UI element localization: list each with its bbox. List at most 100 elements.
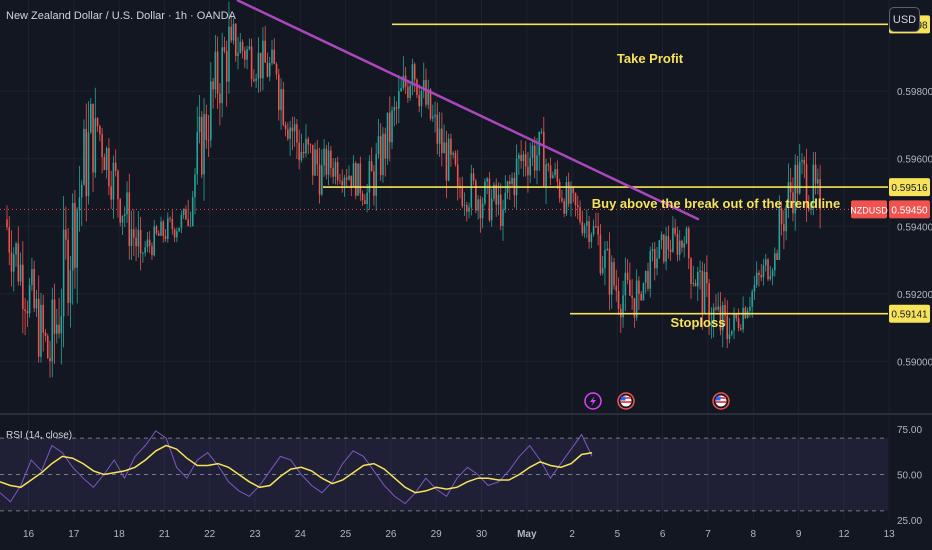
candle-body xyxy=(341,181,343,186)
rsi-label: RSI (14, close) xyxy=(6,430,72,441)
candle-body xyxy=(456,164,459,186)
candle-body xyxy=(196,132,199,175)
trendline[interactable] xyxy=(236,0,700,221)
candle-body xyxy=(599,234,602,274)
candle-body xyxy=(375,154,377,196)
us-flag-event-icon[interactable] xyxy=(617,392,635,410)
candle-body xyxy=(255,78,257,81)
candle-body xyxy=(352,163,355,187)
candle-body xyxy=(681,240,683,248)
us-flag-event-icon[interactable] xyxy=(712,392,730,410)
candle-body xyxy=(273,49,276,65)
candle-body xyxy=(264,40,266,63)
candle-body xyxy=(212,81,214,90)
candle-body xyxy=(604,249,606,269)
candle-body xyxy=(706,271,708,284)
rsi-tick-label: 75.00 xyxy=(897,425,922,436)
candle-body xyxy=(343,177,346,186)
candle-body xyxy=(649,251,652,289)
candle-body xyxy=(60,316,63,334)
candle-body xyxy=(234,23,237,57)
candle-body xyxy=(321,165,323,195)
candle-body xyxy=(302,151,305,154)
candle-body xyxy=(157,233,160,236)
candle-body xyxy=(563,201,565,214)
candle-body xyxy=(114,162,117,171)
candle-body xyxy=(595,226,597,228)
candle-body xyxy=(475,180,477,211)
candle-body xyxy=(176,231,178,238)
currency-button[interactable]: USD xyxy=(889,7,920,32)
candle-body xyxy=(663,234,665,262)
candle-body xyxy=(287,129,289,139)
candle-body xyxy=(733,314,735,331)
candle-body xyxy=(364,200,366,205)
candle-body xyxy=(597,226,599,235)
candle-body xyxy=(230,26,233,41)
candle-body xyxy=(257,52,260,79)
candle-body xyxy=(418,95,421,107)
candle-body xyxy=(42,304,45,333)
x-tick-label: 23 xyxy=(249,529,261,540)
candle-body xyxy=(801,159,803,162)
x-tick-label: May xyxy=(517,529,537,540)
candle-body xyxy=(194,174,196,198)
candle-body xyxy=(622,295,624,318)
y-tick-label: 0.59600 xyxy=(897,155,932,166)
candle-body xyxy=(89,104,92,133)
candle-body xyxy=(62,229,65,317)
candle-body xyxy=(10,252,13,272)
candle-body xyxy=(721,305,724,331)
candle-body xyxy=(524,154,527,167)
candle-body xyxy=(633,298,636,318)
candle-body xyxy=(660,234,663,241)
candle-body xyxy=(554,169,556,176)
candle-body xyxy=(180,214,183,228)
candle-body xyxy=(787,182,790,207)
level-price-badge xyxy=(889,304,930,323)
x-tick-label: 13 xyxy=(884,529,896,540)
grid xyxy=(0,0,932,520)
candle-body xyxy=(130,229,133,246)
candle-body xyxy=(780,208,783,225)
candle-body xyxy=(438,128,441,144)
candle-body xyxy=(348,175,350,180)
candle-body xyxy=(24,309,26,312)
candle-body xyxy=(237,52,239,57)
candle-body xyxy=(552,175,554,179)
candle-body xyxy=(110,186,112,200)
rsi-line xyxy=(0,430,593,505)
candle-body xyxy=(142,252,144,254)
candle-body xyxy=(105,148,108,171)
candle-body xyxy=(803,159,806,165)
candle-body xyxy=(477,199,479,211)
candle-body xyxy=(529,157,531,176)
candle-body xyxy=(379,136,382,176)
candle-body xyxy=(219,93,221,104)
candle-body xyxy=(422,80,425,91)
rsi-pane xyxy=(0,430,888,512)
candle-body xyxy=(764,259,767,266)
lightning-event-icon[interactable] xyxy=(584,392,602,410)
candle-body xyxy=(703,271,706,314)
candle-body xyxy=(85,128,88,197)
candle-body xyxy=(391,110,393,143)
candle-body xyxy=(767,259,769,280)
level-lines[interactable] xyxy=(0,23,888,315)
candle-body xyxy=(146,239,149,248)
candle-body xyxy=(624,272,627,296)
candle-body xyxy=(275,64,278,75)
x-tick-label: 17 xyxy=(68,529,80,540)
candle-body xyxy=(488,178,491,221)
candle-body xyxy=(653,249,656,269)
candle-body xyxy=(819,179,821,210)
candle-body xyxy=(493,184,495,199)
candle-body xyxy=(606,248,609,250)
candle-body xyxy=(336,162,339,181)
candle-body xyxy=(198,116,201,133)
candle-body xyxy=(708,283,710,326)
x-tick-label: 2 xyxy=(569,529,575,540)
y-tick-label: 0.59200 xyxy=(897,290,932,301)
candle-body xyxy=(377,136,380,155)
